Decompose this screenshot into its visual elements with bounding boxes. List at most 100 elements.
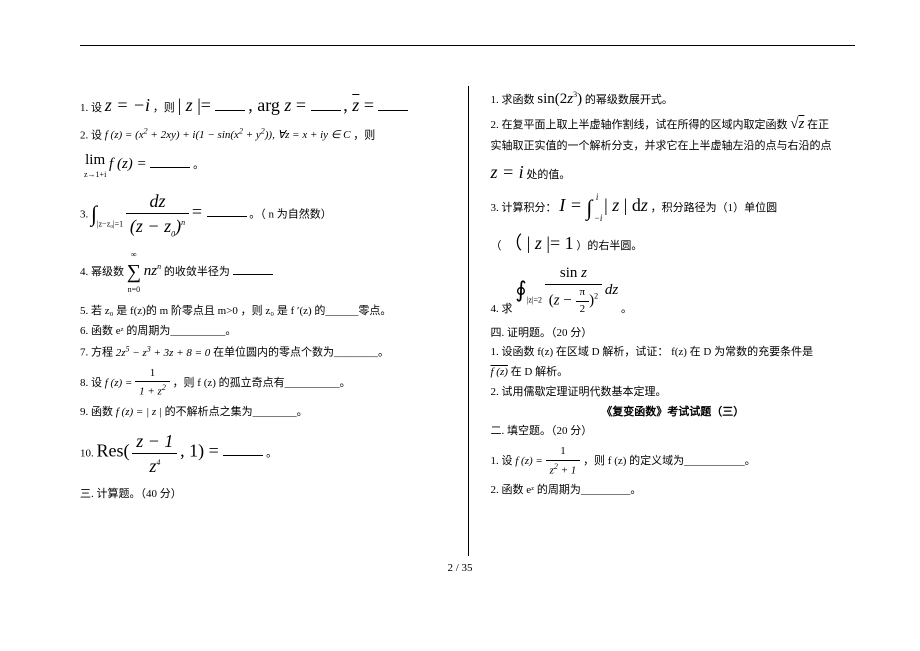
q3-num: dz [126, 190, 189, 215]
r3-integrand: | z | dz [595, 195, 648, 215]
r1-post: 的幂级数展开式。 [585, 94, 673, 106]
r1: 1. 求函数 sin(2z3) 的幂级数展开式。 [491, 90, 856, 109]
blank [311, 110, 341, 111]
q3-frac: dz (z − z0)n [126, 190, 189, 240]
q8-frac: 1 1 + z2 [135, 367, 170, 400]
q4-mid: 的收敛半径为 [164, 266, 233, 278]
r2-a: 2. 在复平面上取上半虚轴作割线，试在所得的区域内取定函数 [491, 119, 791, 131]
q7-pre: 7. 方程 [80, 347, 116, 359]
r3d: （ （ | z |= 1 ）的右半圆。 [491, 232, 856, 255]
q9-pre: 9. 函数 [80, 406, 116, 418]
q2-line1: 2. 设 f (z) = (x2 + 2xy) + i(1 − sin(x2 +… [80, 127, 450, 143]
q1-math2: | z |= [178, 95, 216, 115]
q10-post: 。 [266, 447, 277, 459]
q8: 8. 设 f (z) = 1 1 + z2 ，则 f (z) 的孤立奇点有___… [80, 367, 450, 400]
q10-close: , 1) = [180, 440, 223, 460]
blank [378, 110, 408, 111]
q10-pre: 10. [80, 447, 97, 459]
r4-frac: sin z (z − π2)2 [545, 264, 602, 316]
b1-fn: f (z) = [515, 455, 545, 467]
q8-post: ，则 f (z) 的孤立奇点有__________。 [173, 377, 351, 389]
blank [233, 274, 273, 275]
r1-fn: sin(2z3) [537, 91, 582, 107]
q1-mid1: ，则 [153, 102, 178, 114]
blank [150, 167, 190, 168]
q3-den: (z − z0)n [126, 214, 189, 240]
b1: 1. 设 f (z) = 1 z2 + 1 ，则 f (z) 的定义域为____… [491, 445, 856, 478]
sum-bot: n=0 [127, 285, 141, 295]
r4-pre: 4. 求 [491, 303, 513, 317]
q10-num: z − 1 [132, 430, 177, 455]
q4-pre: 4. 幂级数 [80, 266, 127, 278]
sum-icon: ∑ [127, 260, 141, 285]
q8-den: 1 + z2 [135, 382, 170, 399]
int-sub: |z−z₀|=1 [97, 219, 123, 228]
r3-I: I = [559, 195, 586, 215]
q2-post2: 。 [193, 159, 204, 171]
integral-icon: ∫ [586, 194, 592, 222]
q7-math: 2z5 − z3 + 3z + 8 = 0 [116, 347, 211, 359]
q3-post: 。（ n 为自然数） [249, 208, 332, 220]
lim-text: lim [84, 151, 106, 170]
r4-den: (z − π2)2 [545, 285, 602, 317]
z-eq-i: z = i [491, 162, 524, 182]
left-column: 1. 设 z = −i ，则 | z |= , arg z = , z = 2.… [80, 86, 468, 556]
r4-dz: dz [605, 282, 618, 298]
q1-math1: z = −i [105, 95, 150, 115]
q2-pre: 2. 设 [80, 129, 105, 141]
fz-bar: f (z) [491, 366, 508, 378]
r3d-math: （ | z |= 1 [504, 233, 573, 253]
b1-frac: 1 z2 + 1 [546, 445, 581, 478]
p1a: 1. 设函数 f(z) 在区域 D 解析，试证： f(z) 在 D 为常数的充要… [491, 346, 856, 360]
q8-fn: f (z) = [105, 377, 135, 389]
q9-math: f (z) = | z | [116, 406, 165, 418]
q10-res: Res( [97, 440, 130, 460]
page-footer: 2 / 35 [0, 562, 920, 574]
r4-post: 。 [621, 303, 632, 317]
q7: 7. 方程 2z5 − z3 + 3z + 8 = 0 在单位圆内的零点个数为_… [80, 344, 450, 360]
sec4: 四. 证明题。（20 分） [491, 327, 856, 341]
r3d-post: ）的右半圆。 [576, 240, 642, 252]
b1-den: z2 + 1 [546, 461, 581, 478]
q4: 4. 幂级数 ∞ ∑ n=0 nzn 的收敛半径为 [80, 250, 450, 295]
q2-lim: lim z→1+i f (z) = 。 [80, 151, 450, 180]
q3-pre: 3. [80, 208, 91, 220]
r1-pre: 1. 求函数 [491, 94, 538, 106]
q7-post: 在单位圆内的零点个数为________。 [213, 347, 389, 359]
b1-post: ，则 f (z) 的定义域为___________。 [583, 455, 756, 467]
p1b: f (z) 在 D 解析。 [491, 366, 856, 380]
right-column: 1. 求函数 sin(2z3) 的幂级数展开式。 2. 在复平面上取上半虚轴作割… [468, 86, 856, 556]
lim-sub: z→1+i [84, 170, 106, 180]
oint-icon: ∮|z|=2 [515, 276, 542, 305]
blank [223, 455, 263, 456]
q8-num: 1 [135, 367, 170, 383]
b1-num: 1 [546, 445, 581, 461]
r3-pre: 3. 计算积分： [491, 202, 557, 214]
blank [207, 216, 247, 217]
int-bot: −i [594, 213, 603, 224]
q10-frac: z − 1 z4 [132, 430, 177, 478]
q4-term: nzn [144, 263, 161, 279]
sec3: 三. 计算题。（40 分） [80, 488, 450, 502]
b2: 2. 函数 eᶻ 的周期为_________。 [491, 484, 856, 498]
q5: 5. 若 z₀ 是 f(z)的 m 阶零点且 m>0 ，则 z₀ 是 f ′(z… [80, 305, 450, 319]
q9: 9. 函数 f (z) = | z | 的不解析点之集为________。 [80, 406, 450, 420]
q9-post: 的不解析点之集为________。 [165, 406, 308, 418]
exam-title-3: 《复变函数》考试试题（三） [491, 406, 856, 420]
q6: 6. 函数 eᶻ 的周期为__________。 [80, 325, 450, 339]
r4: 4. 求 ∮|z|=2 sin z (z − π2)2 dz 。 [491, 264, 856, 316]
p2: 2. 试用儒歇定理证明代数基本定理。 [491, 386, 856, 400]
q2-post: ，则 [353, 129, 375, 141]
sec2b: 二. 填空题。（20 分） [491, 425, 856, 439]
q8-pre: 8. 设 [80, 377, 105, 389]
b1-pre: 1. 设 [491, 455, 516, 467]
integral-icon: ∫|z−z₀|=1 [91, 200, 123, 229]
r2c-post: 处的值。 [526, 169, 570, 181]
blank [215, 110, 245, 111]
r2-a2: 在正 [807, 119, 829, 131]
p1b-post: 在 D 解析。 [511, 366, 568, 378]
int-top: i [596, 192, 599, 203]
r3: 3. 计算积分： I = ∫ i −i | z | dz ，积分路径为（1）单位… [491, 194, 856, 222]
q2-math: f (z) = (x2 + 2xy) + i(1 − sin(x2 + y2))… [105, 129, 351, 141]
sum-top: ∞ [127, 250, 141, 260]
